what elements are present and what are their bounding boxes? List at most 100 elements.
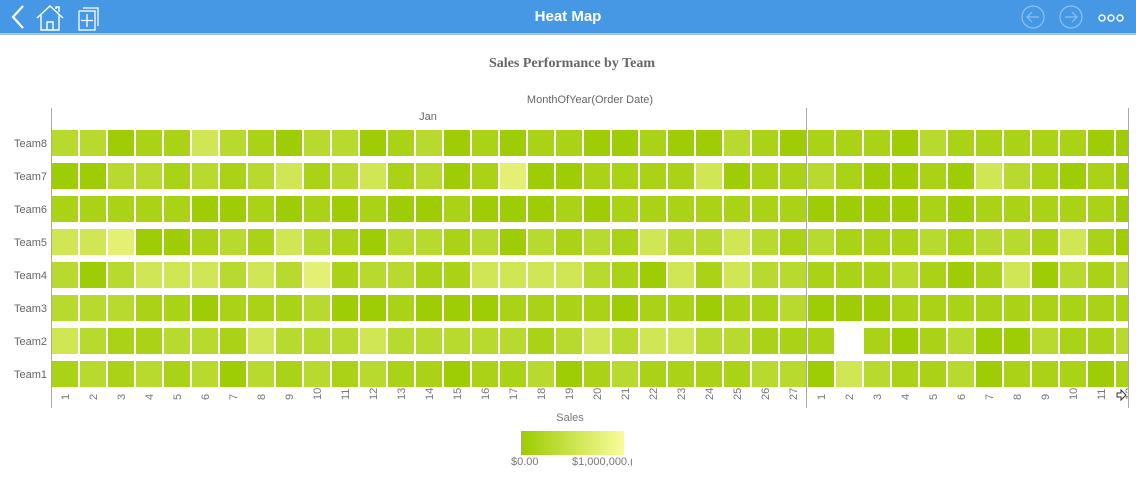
heatmap-cell[interactable] [1060,361,1086,387]
heatmap-cell[interactable] [276,130,302,156]
heatmap-cell[interactable] [920,361,946,387]
heatmap-cell[interactable] [304,361,330,387]
heatmap-cell[interactable] [864,130,890,156]
heatmap-cell[interactable] [920,130,946,156]
heatmap-cell[interactable] [444,361,470,387]
heatmap-cell[interactable] [780,196,806,222]
heatmap-cell[interactable] [1116,262,1136,288]
heatmap-cell[interactable] [304,328,330,354]
heatmap-cell[interactable] [164,130,190,156]
heatmap-cell[interactable] [52,130,78,156]
heatmap-cell[interactable] [920,262,946,288]
heatmap-cell[interactable] [752,328,778,354]
heatmap-cell[interactable] [836,361,862,387]
heatmap-cell[interactable] [1032,196,1058,222]
heatmap-cell[interactable] [584,262,610,288]
heatmap-cell[interactable] [80,262,106,288]
heatmap-cell[interactable] [500,196,526,222]
heatmap-cell[interactable] [612,130,638,156]
heatmap-cell[interactable] [500,361,526,387]
heatmap-cell[interactable] [528,328,554,354]
heatmap-cell[interactable] [276,229,302,255]
heatmap-cell[interactable] [976,130,1002,156]
heatmap-cell[interactable] [444,196,470,222]
heatmap-cell[interactable] [1116,163,1136,189]
heatmap-cell[interactable] [780,262,806,288]
heatmap-cell[interactable] [80,361,106,387]
heatmap-cell[interactable] [332,295,358,321]
heatmap-cell[interactable] [1032,130,1058,156]
heatmap-cell[interactable] [1060,295,1086,321]
heatmap-cell[interactable] [108,130,134,156]
heatmap-cell[interactable] [80,196,106,222]
heatmap-cell[interactable] [724,229,750,255]
heatmap-cell[interactable] [752,163,778,189]
heatmap-cell[interactable] [892,262,918,288]
heatmap-cell[interactable] [136,295,162,321]
heatmap-cell[interactable] [164,328,190,354]
heatmap-cell[interactable] [1060,328,1086,354]
heatmap-cell[interactable] [276,361,302,387]
heatmap-cell[interactable] [1116,130,1136,156]
heatmap-cell[interactable] [948,163,974,189]
heatmap-cell[interactable] [1032,229,1058,255]
heatmap-cell[interactable] [948,295,974,321]
heatmap-cell[interactable] [640,328,666,354]
heatmap-cell[interactable] [248,295,274,321]
heatmap-cell[interactable] [444,130,470,156]
heatmap-cell[interactable] [528,196,554,222]
heatmap-cell[interactable] [696,262,722,288]
heatmap-cell[interactable] [724,295,750,321]
heatmap-cell[interactable] [472,229,498,255]
heatmap-cell[interactable] [724,361,750,387]
heatmap-cell[interactable] [976,328,1002,354]
heatmap-cell[interactable] [780,361,806,387]
heatmap-cell[interactable] [1004,262,1030,288]
heatmap-cell[interactable] [304,130,330,156]
heatmap-cell[interactable] [388,328,414,354]
heatmap-cell[interactable] [304,196,330,222]
heatmap-cell[interactable] [612,229,638,255]
heatmap-cell[interactable] [528,361,554,387]
heatmap-cell[interactable] [668,130,694,156]
scroll-right-icon[interactable] [1116,388,1127,402]
heatmap-cell[interactable] [248,328,274,354]
heatmap-cell[interactable] [52,328,78,354]
heatmap-cell[interactable] [836,229,862,255]
heatmap-cell[interactable] [864,229,890,255]
heatmap-cell[interactable] [192,163,218,189]
heatmap-cell[interactable] [416,361,442,387]
heatmap-cell[interactable] [192,328,218,354]
heatmap-cell[interactable] [584,130,610,156]
heatmap-cell[interactable] [416,163,442,189]
heatmap-cell[interactable] [724,196,750,222]
heatmap-cell[interactable] [780,130,806,156]
heatmap-cell[interactable] [416,262,442,288]
heatmap-cell[interactable] [668,262,694,288]
home-icon[interactable] [35,3,65,31]
heatmap-cell[interactable] [164,361,190,387]
heatmap-cell[interactable] [500,229,526,255]
heatmap-cell[interactable] [136,262,162,288]
previous-icon[interactable] [1020,3,1046,31]
heatmap-cell[interactable] [332,163,358,189]
heatmap-cell[interactable] [864,163,890,189]
heatmap-cell[interactable] [360,262,386,288]
heatmap-cell[interactable] [1004,328,1030,354]
heatmap-cell[interactable] [584,196,610,222]
heatmap-cell[interactable] [1116,229,1136,255]
add-page-icon[interactable] [77,3,101,31]
heatmap-cell[interactable] [556,196,582,222]
heatmap-cell[interactable] [108,163,134,189]
heatmap-cell[interactable] [332,229,358,255]
heatmap-cell[interactable] [1088,130,1114,156]
heatmap-cell[interactable] [892,196,918,222]
heatmap-cell[interactable] [220,163,246,189]
heatmap-cell[interactable] [80,130,106,156]
heatmap-cell[interactable] [640,196,666,222]
heatmap-cell[interactable] [836,196,862,222]
heatmap-cell[interactable] [360,361,386,387]
more-icon[interactable] [1097,3,1125,31]
heatmap-cell[interactable] [1004,130,1030,156]
heatmap-cell[interactable] [108,295,134,321]
